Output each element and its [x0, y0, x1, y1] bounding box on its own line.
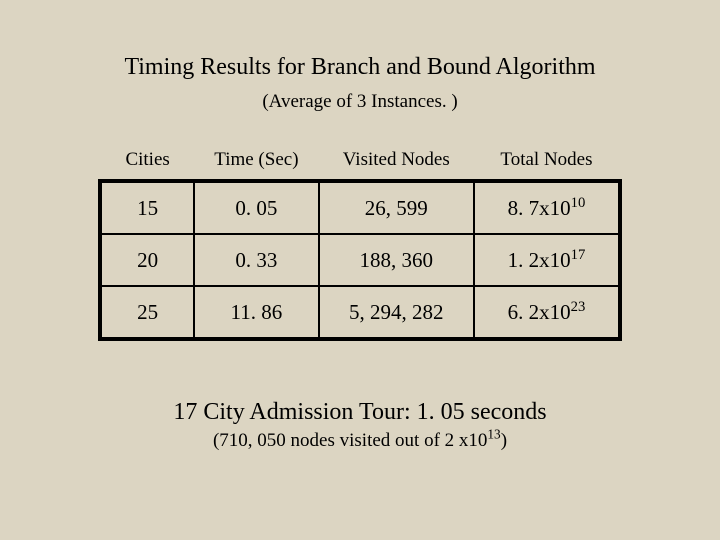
- table-row: 25 11. 86 5, 294, 282 6. 2x1023: [101, 286, 619, 338]
- results-table: Cities Time (Sec) Visited Nodes Total No…: [100, 141, 620, 339]
- total-base: 1. 2x10: [508, 248, 571, 272]
- page-subtitle: (Average of 3 Instances. ): [0, 91, 720, 113]
- total-exp: 10: [571, 195, 586, 211]
- cell-time: 0. 33: [194, 234, 318, 286]
- total-exp: 17: [571, 247, 586, 263]
- col-header-cities: Cities: [101, 141, 194, 182]
- slide: Timing Results for Branch and Bound Algo…: [0, 0, 720, 540]
- footer-detail-suffix: ): [501, 430, 507, 451]
- footer: 17 City Admission Tour: 1. 05 seconds (7…: [0, 399, 720, 452]
- page-title: Timing Results for Branch and Bound Algo…: [0, 0, 720, 81]
- table-header-row: Cities Time (Sec) Visited Nodes Total No…: [101, 141, 619, 182]
- table-row: 15 0. 05 26, 599 8. 7x1010: [101, 182, 619, 234]
- cell-cities: 20: [101, 234, 194, 286]
- footer-detail-exp: 13: [487, 427, 500, 442]
- total-base: 8. 7x10: [508, 196, 571, 220]
- cell-cities: 15: [101, 182, 194, 234]
- cell-total: 1. 2x1017: [474, 234, 619, 286]
- col-header-time: Time (Sec): [194, 141, 318, 182]
- cell-total: 8. 7x1010: [474, 182, 619, 234]
- cell-time: 0. 05: [194, 182, 318, 234]
- cell-cities: 25: [101, 286, 194, 338]
- cell-total: 6. 2x1023: [474, 286, 619, 338]
- footer-summary: 17 City Admission Tour: 1. 05 seconds: [0, 399, 720, 426]
- total-exp: 23: [571, 299, 586, 315]
- footer-detail-prefix: (710, 050 nodes visited out of 2 x10: [213, 430, 487, 451]
- total-base: 6. 2x10: [508, 300, 571, 324]
- cell-visited: 188, 360: [319, 234, 474, 286]
- table-row: 20 0. 33 188, 360 1. 2x1017: [101, 234, 619, 286]
- col-header-visited: Visited Nodes: [319, 141, 474, 182]
- cell-visited: 26, 599: [319, 182, 474, 234]
- cell-visited: 5, 294, 282: [319, 286, 474, 338]
- footer-detail: (710, 050 nodes visited out of 2 x1013): [0, 430, 720, 452]
- cell-time: 11. 86: [194, 286, 318, 338]
- col-header-total: Total Nodes: [474, 141, 619, 182]
